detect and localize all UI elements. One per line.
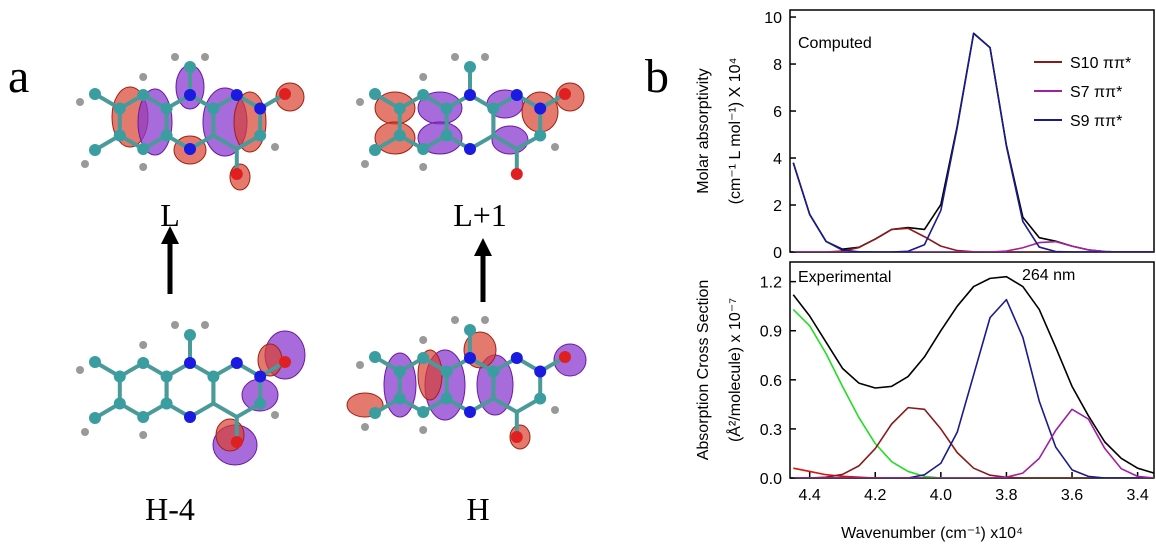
y-tick-label: 0.9 (760, 324, 782, 341)
y-tick-label: 2 (773, 198, 782, 215)
x-tick-label: 4.0 (930, 487, 952, 504)
orbital-label: H-4 (145, 491, 195, 527)
y-tick-label: 6 (773, 104, 782, 121)
legend-label: S9 ππ* (1070, 113, 1122, 130)
y-tick-label: 0.0 (760, 471, 782, 488)
series-line (793, 467, 1154, 478)
series-line (792, 275, 1154, 474)
x-tick-label: 4.2 (864, 487, 886, 504)
x-axis-label: Wavenumber (cm⁻¹) x10⁴ (841, 525, 1023, 542)
x-tick-label: 3.8 (995, 487, 1017, 504)
y-axis-label: Molar absorptivity (695, 68, 712, 193)
y-tick-label: 10 (764, 10, 782, 27)
panel-label: b (645, 50, 669, 103)
x-tick-label: 4.4 (799, 487, 821, 504)
series-line (792, 308, 1154, 478)
orbital-label: L+1 (453, 197, 507, 233)
panel-label: a (8, 50, 29, 103)
orbital-H-4 (74, 319, 306, 466)
y-axis-label: (Å²/molecule) x 10⁻⁷ (725, 298, 744, 442)
y-tick-label: 0.6 (760, 373, 782, 390)
legend-label: S10 ππ* (1070, 55, 1131, 72)
annotation: Experimental (798, 269, 891, 286)
series-line (792, 32, 1154, 252)
orbital-L (74, 51, 305, 191)
y-tick-label: 0.3 (760, 422, 782, 439)
y-tick-label: 8 (773, 57, 782, 74)
x-tick-label: 3.6 (1061, 487, 1083, 504)
transition-arrow (161, 226, 492, 302)
series-line (793, 240, 1154, 252)
orbital-label: H (466, 491, 489, 527)
y-tick-label: 4 (773, 151, 782, 168)
series-line (793, 298, 1154, 478)
orbital-L-plus-1 (354, 51, 585, 182)
orbital-label: L (160, 197, 180, 233)
annotation: Computed (798, 35, 872, 52)
y-tick-label: 0 (773, 245, 782, 262)
y-axis-label: Absorption Cross Section (695, 280, 712, 461)
series-line (793, 406, 1154, 478)
legend-label: S7 ππ* (1070, 84, 1122, 101)
orbital-H (346, 314, 587, 450)
series-line (793, 408, 1154, 478)
x-tick-label: 3.4 (1126, 487, 1148, 504)
y-tick-label: 1.2 (760, 275, 782, 292)
annotation: 264 nm (1022, 267, 1075, 284)
y-axis-label: (cm⁻¹ L mol⁻¹) X 10⁴ (727, 58, 744, 205)
